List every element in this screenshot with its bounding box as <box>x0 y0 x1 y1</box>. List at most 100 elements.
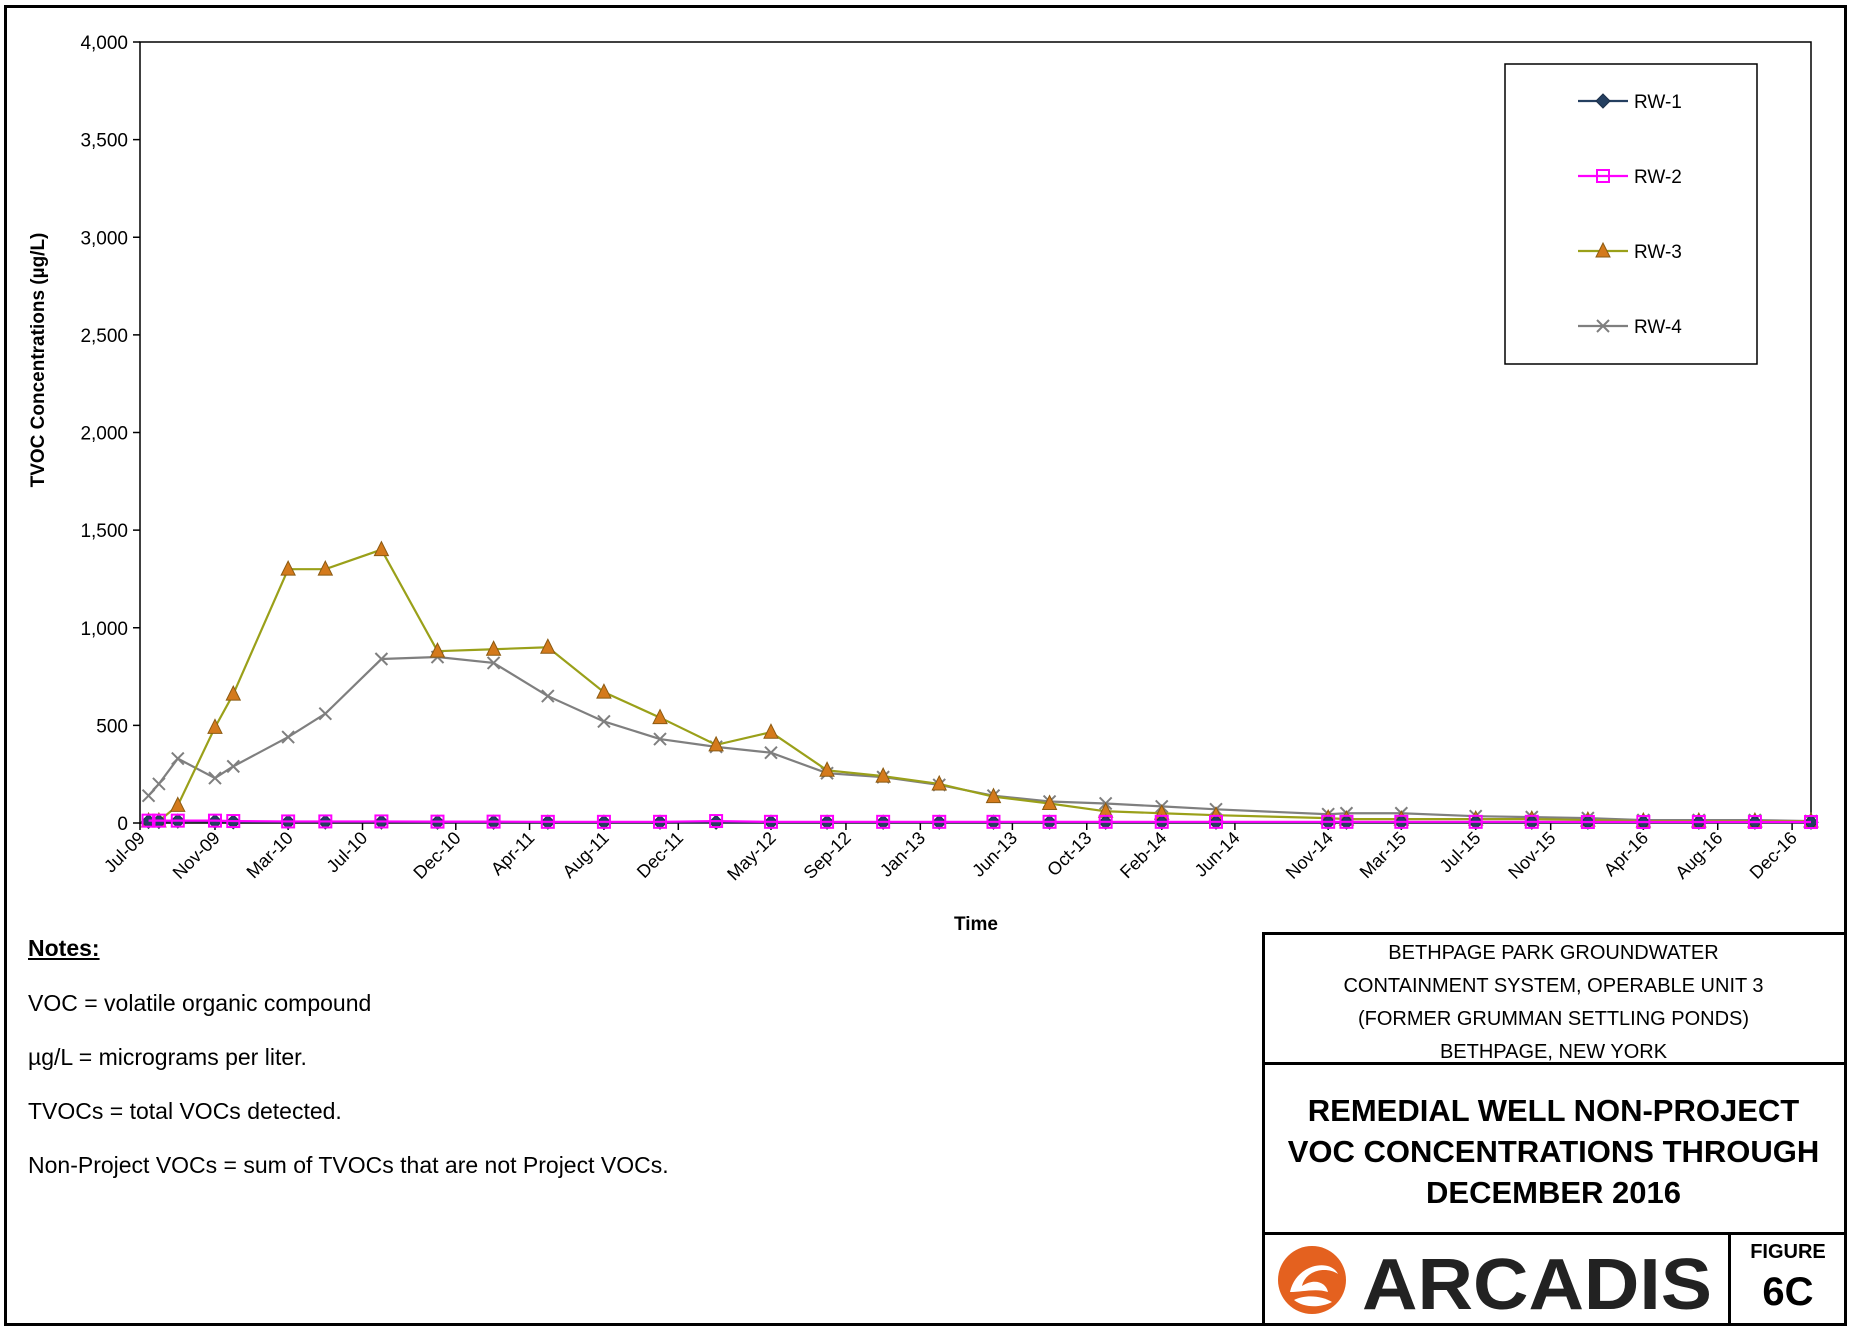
series-rw-2 <box>141 813 1818 830</box>
data-point <box>1394 814 1409 829</box>
data-point <box>819 761 835 777</box>
data-point <box>225 685 242 701</box>
data-point <box>152 777 166 791</box>
figure-label: FIGURE <box>1750 1241 1826 1263</box>
legend-marker <box>1595 241 1611 258</box>
legend-marker <box>1596 319 1610 333</box>
data-point <box>170 813 185 828</box>
data-point <box>540 814 555 829</box>
data-point <box>226 759 240 774</box>
title-block-divider <box>1728 1232 1731 1324</box>
data-point <box>318 706 333 721</box>
x-tick-label: Jun-14 <box>1191 828 1244 881</box>
legend-marker <box>1595 93 1611 109</box>
data-point <box>171 751 185 766</box>
client-info: BETHPAGE PARK GROUNDWATER CONTAINMENT SY… <box>1262 935 1845 1063</box>
data-point <box>1041 794 1058 810</box>
data-point <box>207 813 222 828</box>
y-tick-label: 2,000 <box>80 424 128 445</box>
figure-number: 6C <box>1762 1270 1814 1314</box>
data-point <box>653 732 667 746</box>
x-tick-label: Feb-14 <box>1116 828 1170 882</box>
figure-title: REMEDIAL WELL NON-PROJECT VOC CONCENTRAT… <box>1262 1090 1845 1213</box>
figure-number-box: FIGURE 6C <box>1731 1237 1845 1317</box>
client-line: BETHPAGE PARK GROUNDWATER <box>1388 942 1719 964</box>
voc-line-chart: 0 500 1,000 1,500 2,000 2,500 3,000 3,500 4,000 J… <box>28 33 1819 935</box>
data-point <box>709 814 724 829</box>
data-point <box>486 656 501 670</box>
y-axis-label: TVOC Concentrations (µg/L) <box>28 233 49 488</box>
arcadis-wordmark: ARCADIS <box>1362 1245 1712 1320</box>
data-point <box>1804 815 1818 830</box>
data-point <box>1580 815 1595 830</box>
note-line: TVOCs = total VOCs detected. <box>28 1098 342 1124</box>
x-tick-label: Dec-16 <box>1746 828 1801 883</box>
data-point <box>280 560 296 576</box>
series-rw-3 <box>140 540 1819 828</box>
y-tick-label: 4,000 <box>80 33 128 54</box>
data-point <box>1691 815 1706 830</box>
data-point <box>1339 814 1354 829</box>
data-point <box>932 814 947 829</box>
x-tick-label: Apr-16 <box>1600 828 1652 880</box>
arcadis-logo-mark-icon <box>1278 1246 1346 1314</box>
data-point <box>597 714 611 729</box>
data-point <box>141 813 156 828</box>
arcadis-logo: ARCADIS <box>1278 1245 1712 1320</box>
data-point <box>763 723 779 739</box>
x-tick-label: Aug-11 <box>559 828 613 882</box>
legend-label: RW-1 <box>1634 92 1682 113</box>
y-tick-label: 3,500 <box>80 131 128 152</box>
data-point <box>141 788 156 803</box>
title-block <box>1262 932 1845 1324</box>
y-tick-label: 500 <box>96 716 128 737</box>
x-tick-label: Apr-11 <box>487 828 538 879</box>
data-point <box>1747 815 1762 830</box>
data-point <box>708 814 724 830</box>
y-tick-label: 0 <box>117 814 128 835</box>
legend-label: RW-4 <box>1634 317 1682 338</box>
legend-box <box>1504 63 1758 365</box>
x-tick-label: Jul-09 <box>100 828 149 877</box>
legend-label: RW-2 <box>1634 167 1682 188</box>
notes-panel: Notes: VOC = volatile organic compound µ… <box>28 935 1228 1206</box>
data-point <box>226 814 241 829</box>
data-point <box>1321 814 1336 829</box>
x-tick-label: Nov-15 <box>1504 828 1559 883</box>
series-rw-4 <box>141 650 1818 828</box>
x-tick-label: Aug-16 <box>1671 828 1726 883</box>
series-line <box>148 548 1811 823</box>
data-point <box>374 652 389 666</box>
series-line <box>148 819 1811 824</box>
data-point <box>876 814 891 829</box>
data-point <box>596 683 612 699</box>
data-point <box>708 735 724 752</box>
title-block-divider <box>1262 1062 1845 1065</box>
client-line: BETHPAGE, NEW YORK <box>1439 1041 1668 1063</box>
data-point <box>208 771 222 785</box>
data-point <box>820 814 835 829</box>
data-point <box>596 814 611 829</box>
legend-item: RW-4 <box>1578 317 1682 338</box>
data-point <box>652 708 668 725</box>
data-point <box>486 814 501 829</box>
x-tick-label: Jan-13 <box>876 828 929 881</box>
sheet-border <box>4 5 1847 1326</box>
x-axis-label: Time <box>954 914 998 935</box>
y-tick-label: 1,500 <box>80 521 128 542</box>
data-point <box>986 814 1001 829</box>
legend-marker <box>1596 169 1610 183</box>
data-point <box>429 642 446 658</box>
data-point <box>1154 814 1169 829</box>
note-line: µg/L = micrograms per liter. <box>28 1044 307 1070</box>
title-block-divider <box>1262 1232 1845 1235</box>
legend-label: RW-3 <box>1634 242 1682 263</box>
data-point <box>1524 814 1539 829</box>
y-tick-label: 1,000 <box>80 619 128 640</box>
client-line: CONTAINMENT SYSTEM, OPERABLE UNIT 3 <box>1343 975 1764 997</box>
data-point <box>1098 814 1113 829</box>
data-point <box>653 814 668 829</box>
x-tick-label: May-12 <box>723 828 780 885</box>
x-tick-label: Dec-11 <box>633 828 687 882</box>
